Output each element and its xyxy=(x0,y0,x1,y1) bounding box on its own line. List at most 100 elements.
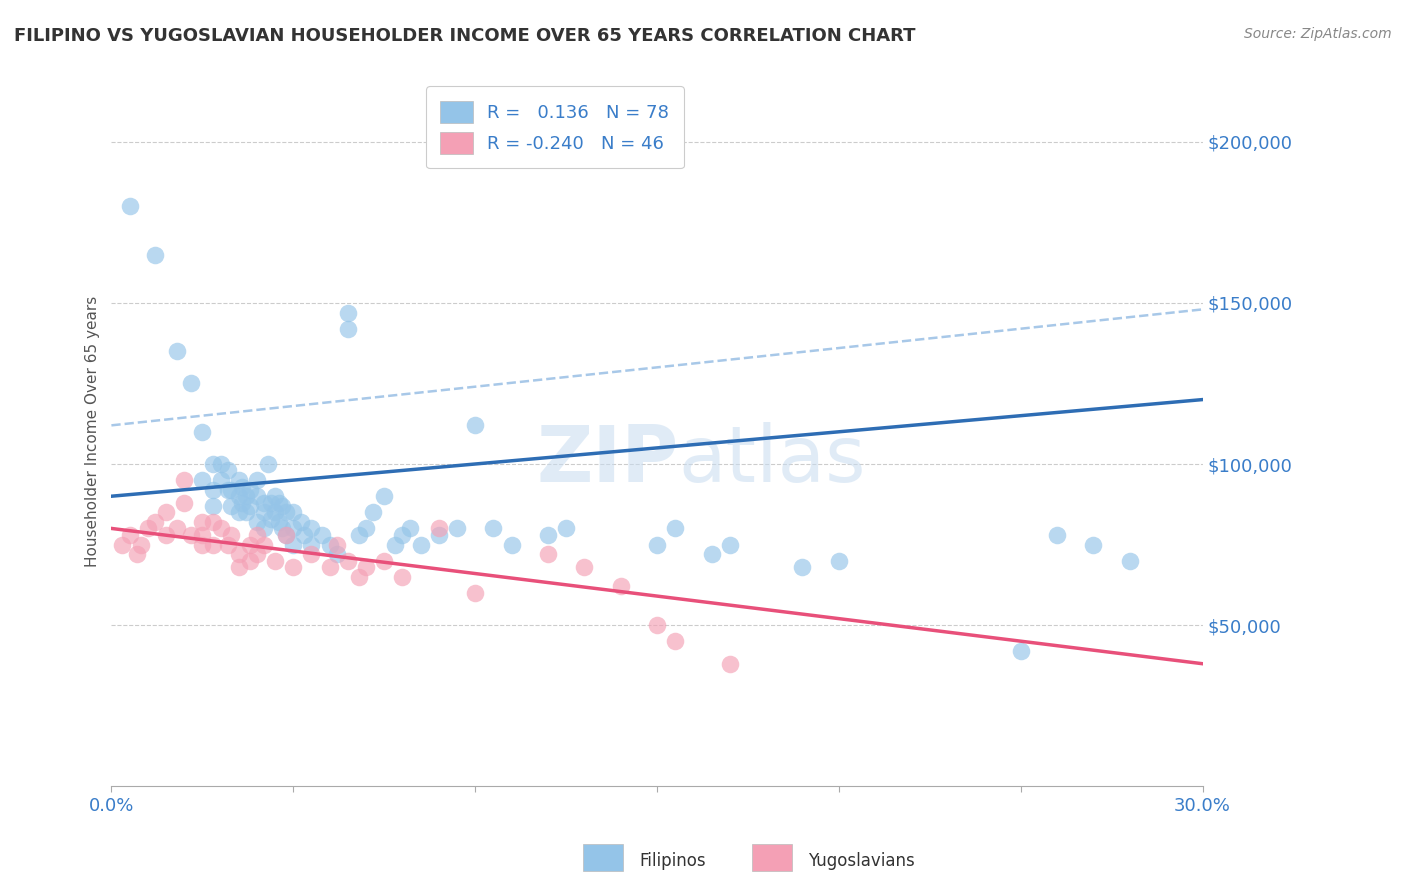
Point xyxy=(260,512,283,526)
Point xyxy=(290,515,312,529)
Point xyxy=(228,560,250,574)
Point xyxy=(202,537,225,551)
Text: Yugoslavians: Yugoslavians xyxy=(808,852,915,870)
Point xyxy=(253,537,276,551)
Y-axis label: Householder Income Over 65 years: Householder Income Over 65 years xyxy=(86,296,100,567)
Point xyxy=(537,547,560,561)
Point xyxy=(464,418,486,433)
Point xyxy=(283,537,305,551)
Point xyxy=(1119,554,1142,568)
Point xyxy=(292,528,315,542)
Point xyxy=(373,554,395,568)
Point xyxy=(301,537,323,551)
Point xyxy=(125,547,148,561)
Text: atlas: atlas xyxy=(679,422,866,498)
Point xyxy=(209,457,232,471)
Point xyxy=(354,560,377,574)
Point xyxy=(260,496,283,510)
Point xyxy=(271,521,294,535)
Point xyxy=(264,554,287,568)
Point xyxy=(191,537,214,551)
Point xyxy=(180,376,202,391)
Text: Source: ZipAtlas.com: Source: ZipAtlas.com xyxy=(1244,27,1392,41)
Point xyxy=(166,344,188,359)
Point xyxy=(264,489,287,503)
Text: ZIP: ZIP xyxy=(537,422,679,498)
Point xyxy=(267,496,290,510)
Point xyxy=(221,499,243,513)
Point xyxy=(347,570,370,584)
Point xyxy=(384,537,406,551)
Point xyxy=(482,521,505,535)
Point xyxy=(246,528,269,542)
Point xyxy=(537,528,560,542)
Point xyxy=(239,483,262,497)
Point xyxy=(301,547,323,561)
Point xyxy=(274,528,297,542)
Point xyxy=(221,528,243,542)
Point xyxy=(409,537,432,551)
Point xyxy=(239,537,262,551)
Point xyxy=(347,528,370,542)
Point xyxy=(202,457,225,471)
Point xyxy=(336,305,359,319)
Point xyxy=(1010,644,1032,658)
Point xyxy=(283,521,305,535)
Point xyxy=(111,537,134,551)
Point xyxy=(318,560,340,574)
Point xyxy=(301,521,323,535)
Legend: R =   0.136   N = 78, R = -0.240   N = 46: R = 0.136 N = 78, R = -0.240 N = 46 xyxy=(426,87,683,169)
Point xyxy=(221,483,243,497)
Point xyxy=(136,521,159,535)
Point xyxy=(718,537,741,551)
Point xyxy=(191,425,214,439)
Point xyxy=(256,457,278,471)
Point xyxy=(336,554,359,568)
Point xyxy=(283,505,305,519)
Point xyxy=(645,618,668,632)
Point xyxy=(326,537,349,551)
Point xyxy=(155,528,177,542)
Point xyxy=(217,463,239,477)
Point xyxy=(228,547,250,561)
Point xyxy=(718,657,741,671)
Point xyxy=(231,479,253,493)
Text: Filipinos: Filipinos xyxy=(640,852,706,870)
Point xyxy=(191,515,214,529)
Point xyxy=(555,521,578,535)
Point xyxy=(373,489,395,503)
Point xyxy=(143,247,166,261)
Point xyxy=(202,515,225,529)
Point xyxy=(271,499,294,513)
Point xyxy=(1083,537,1105,551)
Point xyxy=(609,579,631,593)
Point xyxy=(274,505,297,519)
Point xyxy=(235,489,257,503)
Point xyxy=(228,473,250,487)
Point xyxy=(267,515,290,529)
Point xyxy=(391,570,413,584)
Point xyxy=(574,560,596,574)
Point xyxy=(700,547,723,561)
Point xyxy=(173,496,195,510)
Point xyxy=(446,521,468,535)
Point xyxy=(427,521,450,535)
Point xyxy=(129,537,152,551)
Point xyxy=(191,473,214,487)
Point xyxy=(231,496,253,510)
Point xyxy=(118,528,141,542)
Point xyxy=(166,521,188,535)
Point xyxy=(246,489,269,503)
Point xyxy=(155,505,177,519)
Point xyxy=(828,554,851,568)
Point xyxy=(427,528,450,542)
Point xyxy=(645,537,668,551)
Point xyxy=(326,547,349,561)
Point xyxy=(283,560,305,574)
Point xyxy=(354,521,377,535)
Point xyxy=(664,521,686,535)
Point xyxy=(363,505,385,519)
Point xyxy=(311,528,333,542)
Point xyxy=(246,473,269,487)
Point xyxy=(264,505,287,519)
